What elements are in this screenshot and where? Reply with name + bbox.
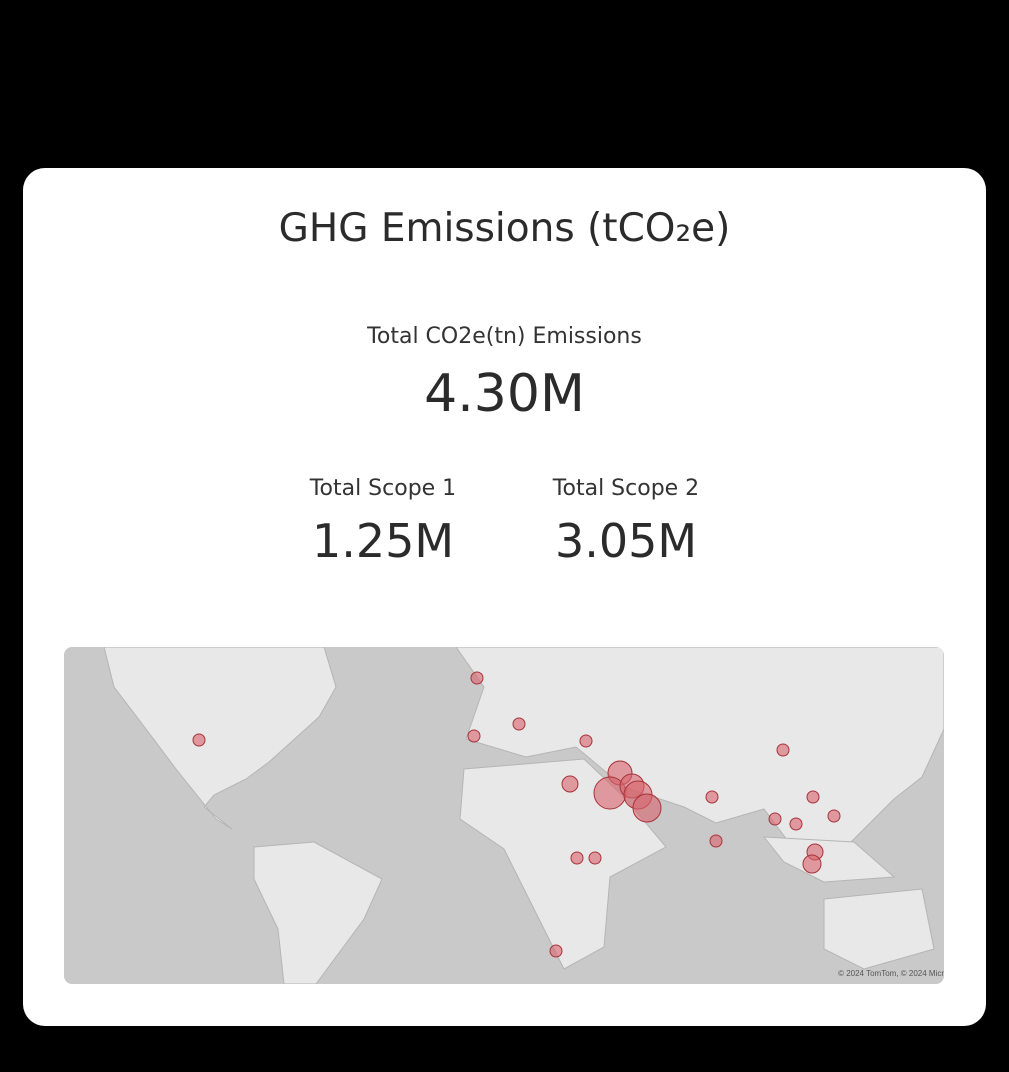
north-america xyxy=(103,647,337,830)
total-emissions-value: 4.30M xyxy=(424,364,585,424)
emission-bubble[interactable] xyxy=(802,854,822,874)
emission-bubble[interactable] xyxy=(561,775,579,793)
emission-bubble[interactable] xyxy=(467,729,481,743)
emission-bubble[interactable] xyxy=(776,743,790,757)
emission-bubble[interactable] xyxy=(827,809,841,823)
land-layer xyxy=(103,647,944,984)
emission-bubble[interactable] xyxy=(588,851,602,865)
eurasia xyxy=(455,647,944,880)
scope2-label: Total Scope 2 xyxy=(552,476,700,501)
scope1-label: Total Scope 1 xyxy=(309,476,457,501)
emission-bubble[interactable] xyxy=(549,944,563,958)
scope1-value: 1.25M xyxy=(311,514,455,568)
emission-bubble[interactable] xyxy=(512,717,526,731)
emission-bubble[interactable] xyxy=(709,834,723,848)
emission-bubble[interactable] xyxy=(789,817,803,831)
emission-bubble[interactable] xyxy=(470,671,484,685)
total-emissions-label: Total CO2e(tn) Emissions xyxy=(367,324,642,349)
australia xyxy=(823,888,935,970)
emission-bubble[interactable] xyxy=(705,790,719,804)
page-title: GHG Emissions (tCO₂e) xyxy=(278,206,731,251)
emission-bubble[interactable] xyxy=(806,790,820,804)
scope2-value: 3.05M xyxy=(554,514,698,568)
bubble-layer xyxy=(192,671,841,958)
emission-bubble[interactable] xyxy=(579,734,593,748)
emission-bubble[interactable] xyxy=(632,793,662,823)
emission-bubble[interactable] xyxy=(768,812,782,826)
south-america xyxy=(253,841,383,984)
emission-bubble[interactable] xyxy=(192,733,206,747)
emission-bubble[interactable] xyxy=(570,851,584,865)
southeast-asia-islands xyxy=(762,836,896,883)
emissions-map[interactable]: © 2024 TomTom, © 2024 Micr xyxy=(64,647,944,984)
emissions-card: GHG Emissions (tCO₂e) Total CO2e(tn) Emi… xyxy=(23,168,986,1026)
map-attribution: © 2024 TomTom, © 2024 Micr xyxy=(838,969,944,978)
